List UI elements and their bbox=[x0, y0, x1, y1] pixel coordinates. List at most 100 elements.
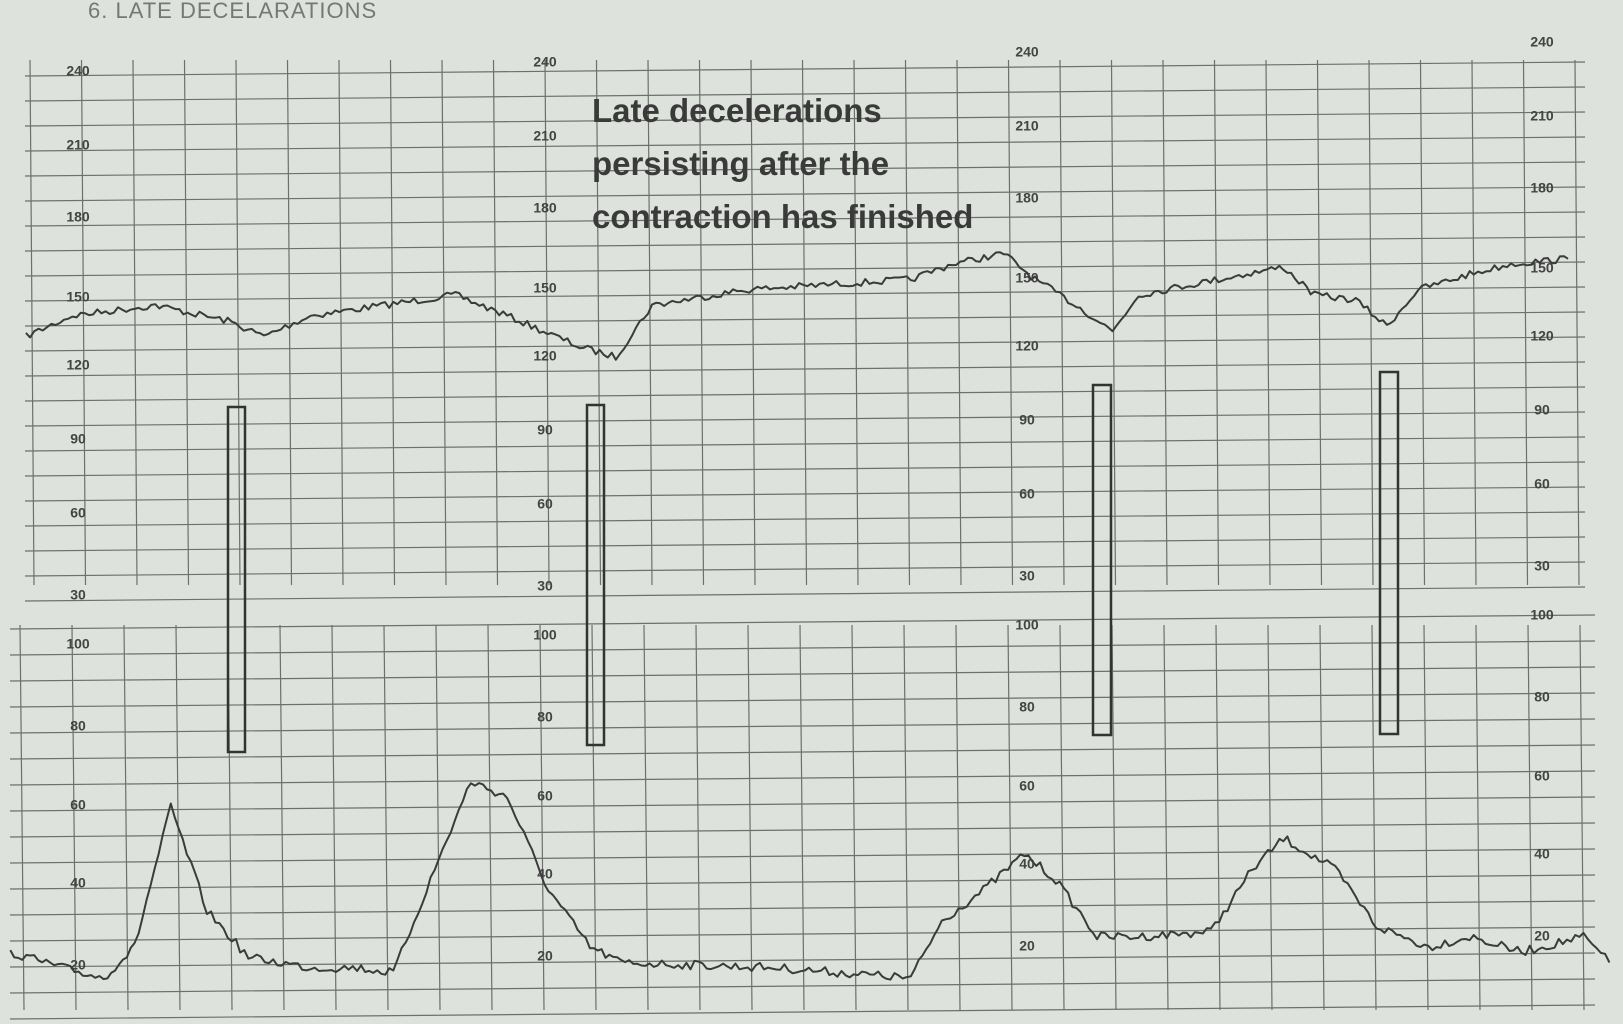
fhr-scale-label: 120 bbox=[66, 357, 90, 373]
grid-line bbox=[24, 61, 1586, 77]
grid-line bbox=[698, 59, 705, 586]
grid-line bbox=[24, 486, 1586, 502]
toco-scale-label: 60 bbox=[70, 797, 86, 813]
grid-line bbox=[338, 59, 344, 586]
grid-line bbox=[1316, 59, 1323, 586]
toco-scale-label: 40 bbox=[1019, 856, 1035, 872]
grid-line bbox=[24, 261, 1586, 277]
grid-line bbox=[647, 59, 653, 586]
grid-line bbox=[383, 624, 389, 1011]
fhr-trace bbox=[25, 251, 1569, 361]
fhr-scale-label: 30 bbox=[70, 587, 86, 603]
fhr-scale-label: 90 bbox=[1019, 412, 1035, 428]
fhr-scale-label: 60 bbox=[1019, 486, 1035, 502]
toco-scale-label: 40 bbox=[1534, 845, 1550, 861]
grid-line bbox=[1471, 59, 1477, 586]
toco-scale-label: 20 bbox=[1534, 927, 1550, 943]
grid-line bbox=[487, 624, 493, 1011]
grid-line bbox=[1111, 624, 1117, 1011]
fhr-scale-label: 120 bbox=[1530, 327, 1554, 343]
grid-line bbox=[1007, 624, 1013, 1011]
grid-line bbox=[389, 59, 396, 586]
grid-line bbox=[24, 561, 1586, 577]
grid-line bbox=[29, 59, 35, 586]
grid-line bbox=[24, 286, 1586, 302]
grid-line bbox=[1371, 624, 1377, 1011]
grid-line bbox=[441, 59, 447, 586]
toco-scale-label: 100 bbox=[66, 636, 90, 652]
scale-labels: 240 210 180 150 120 90 60 30 100 80 60 40 20 240 210 18… bbox=[66, 33, 1554, 972]
grid-line bbox=[851, 624, 857, 1011]
toco-scale-label: 20 bbox=[1019, 938, 1035, 954]
fhr-scale-label: 60 bbox=[70, 505, 86, 521]
grid-line bbox=[435, 624, 441, 1011]
grid-line bbox=[1162, 59, 1168, 586]
fhr-scale-label: 180 bbox=[66, 209, 90, 225]
grid-line bbox=[24, 111, 1586, 127]
grid-line bbox=[1368, 59, 1374, 586]
fhr-scale-label: 150 bbox=[533, 279, 557, 295]
contraction-marker bbox=[226, 405, 247, 754]
grid-line bbox=[9, 770, 1596, 786]
annotation-line: persisting after the bbox=[592, 145, 889, 182]
grid-line bbox=[175, 624, 181, 1011]
toco-scale-label: 100 bbox=[1015, 617, 1039, 633]
fhr-scale-label: 30 bbox=[1019, 568, 1035, 584]
grid-line bbox=[24, 236, 1586, 252]
grid-line bbox=[123, 624, 129, 1011]
grid-line bbox=[595, 59, 602, 586]
fhr-scale-label: 120 bbox=[1015, 338, 1039, 354]
toco-scale-label: 80 bbox=[1534, 688, 1550, 704]
grid-line bbox=[9, 666, 1596, 682]
contraction-markers bbox=[226, 370, 1400, 754]
toco-scale-label: 100 bbox=[1530, 606, 1554, 622]
grid-line bbox=[1267, 624, 1273, 1011]
grid-line bbox=[9, 692, 1596, 708]
grid-line bbox=[1059, 624, 1065, 1011]
fhr-scale-label: 30 bbox=[537, 577, 553, 593]
toco-scale-label: 20 bbox=[537, 947, 553, 963]
grid-line bbox=[1213, 59, 1220, 586]
fhr-scale-label: 90 bbox=[1534, 401, 1550, 417]
grid-line bbox=[19, 624, 25, 1011]
grid-line bbox=[853, 59, 859, 586]
grid-line bbox=[24, 186, 1586, 202]
fhr-scale-label: 210 bbox=[533, 127, 557, 143]
grid-line bbox=[235, 59, 241, 586]
grid-line bbox=[1215, 624, 1221, 1011]
fhr-scale-label: 240 bbox=[1530, 33, 1554, 49]
grid-line bbox=[544, 59, 550, 586]
grid-line bbox=[956, 59, 962, 586]
toco-scale-label: 60 bbox=[537, 787, 553, 803]
toco-scale-label: 40 bbox=[70, 875, 86, 891]
grid bbox=[9, 59, 1596, 1020]
grid-line bbox=[24, 511, 1586, 527]
contraction-marker bbox=[1091, 383, 1113, 737]
contraction-marker bbox=[1378, 370, 1400, 736]
grid-line bbox=[1265, 59, 1271, 586]
fhr-scale-label: 150 bbox=[1015, 270, 1039, 286]
grid-line bbox=[492, 59, 499, 586]
grid-line bbox=[24, 536, 1586, 552]
grid-line bbox=[1522, 59, 1529, 586]
fhr-scale-label: 60 bbox=[1534, 475, 1550, 491]
grid-line bbox=[801, 59, 808, 586]
grid-line bbox=[799, 624, 805, 1011]
grid-line bbox=[132, 59, 138, 586]
grid-line bbox=[9, 1004, 1596, 1020]
grid-line bbox=[1059, 59, 1065, 586]
toco-scale-label: 60 bbox=[1019, 778, 1035, 794]
grid-line bbox=[539, 624, 545, 1011]
grid-line bbox=[591, 624, 597, 1011]
grid-line bbox=[747, 624, 753, 1011]
grid-line bbox=[903, 624, 909, 1011]
contraction-marker bbox=[585, 403, 606, 747]
fhr-scale-label: 120 bbox=[533, 347, 557, 363]
grid-line bbox=[24, 161, 1586, 177]
fhr-scale-label: 240 bbox=[66, 63, 90, 79]
toco-scale-label: 80 bbox=[537, 708, 553, 724]
toco-trace bbox=[9, 782, 1611, 981]
grid-line bbox=[750, 59, 756, 586]
